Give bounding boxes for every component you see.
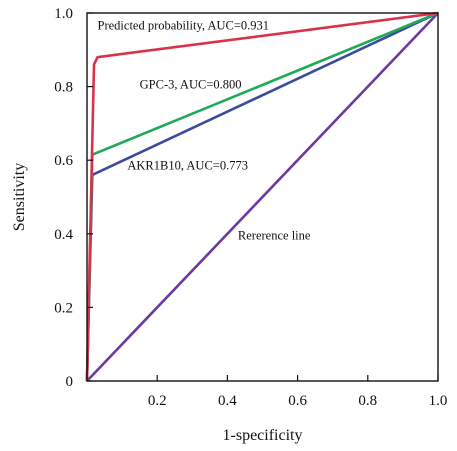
- x-tick-label: 1.0: [429, 393, 448, 409]
- curve-annotation: AKR1B10, AUC=0.773: [127, 158, 248, 172]
- x-axis-title: 1-specificity: [223, 427, 303, 444]
- y-tick-label: 0.8: [54, 80, 73, 96]
- tick-layer: 0.2 0.4 0.6 0.8 1.0 0 0.2 0.4 0.6 0.8 1.0: [54, 6, 447, 409]
- curve-annotation: Rererence line: [238, 228, 311, 242]
- y-tick-label: 0.4: [54, 227, 73, 243]
- x-tick-label: 0.4: [218, 393, 237, 409]
- plot-frame: [86, 12, 439, 382]
- series-layer: [85, 11, 439, 382]
- curve-annotation: GPC-3, AUC=0.800: [140, 77, 242, 91]
- annotation-layer: Predicted probability, AUC=0.931 GPC-3, A…: [98, 19, 311, 243]
- x-tick-label: 0.2: [148, 393, 167, 409]
- y-tick-label: 0.6: [54, 153, 73, 169]
- y-tick-label: 0.2: [54, 300, 73, 316]
- curve-annotation: Predicted probability, AUC=0.931: [98, 19, 270, 33]
- y-axis-title: Sensitivity: [11, 163, 28, 231]
- y-tick-label: 0: [66, 374, 74, 390]
- y-tick-label: 1.0: [54, 6, 73, 22]
- x-tick-label: 0.6: [288, 393, 307, 409]
- series-line-3: [86, 12, 439, 382]
- x-tick-label: 0.8: [358, 393, 377, 409]
- series-line-0: [85, 11, 439, 382]
